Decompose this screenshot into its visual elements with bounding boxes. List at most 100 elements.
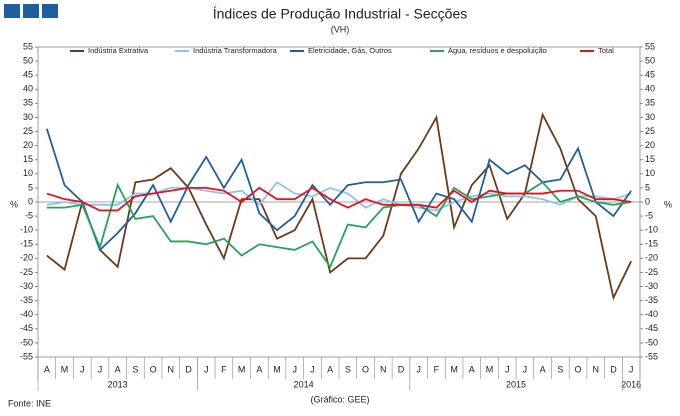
y-tick-label: 10 — [645, 168, 655, 178]
y-tick-label: 5 — [28, 182, 33, 192]
x-tick-label: J — [292, 364, 297, 374]
y-tick-label: 55 — [23, 41, 33, 51]
legend-label: Total — [598, 46, 614, 55]
x-tick-label: S — [132, 364, 138, 374]
y-tick-label: -20 — [20, 253, 33, 263]
y-tick-label: 50 — [645, 55, 655, 65]
y-tick-label: -40 — [20, 309, 33, 319]
x-group-label: 2015 — [506, 379, 526, 389]
y-tick-label: 10 — [23, 168, 33, 178]
series-line — [46, 181, 632, 212]
credit: (Gráfico: GEE) — [310, 394, 369, 404]
x-tick-label: J — [416, 364, 421, 374]
x-tick-label: J — [523, 364, 528, 374]
y-tick-label: 15 — [645, 154, 655, 164]
y-tick-label: -15 — [20, 239, 33, 249]
logo-block — [23, 4, 39, 18]
y-tick-label: -20 — [645, 253, 658, 263]
y-tick-label: 55 — [645, 41, 655, 51]
y-tick-label: 25 — [23, 126, 33, 136]
series-line — [46, 181, 632, 269]
y-tick-label: -55 — [645, 351, 658, 361]
y-tick-label: 25 — [645, 126, 655, 136]
y-axis-label: % — [664, 199, 672, 209]
y-tick-label: -30 — [645, 281, 658, 291]
y-tick-label: -45 — [20, 323, 33, 333]
legend-label: Indústria Transformadora — [193, 46, 278, 55]
x-tick-label: A — [256, 364, 262, 374]
y-tick-label: -35 — [645, 295, 658, 305]
y-tick-label: -55 — [20, 351, 33, 361]
x-tick-label: D — [185, 364, 192, 374]
source: Fonte: INE — [8, 398, 51, 408]
series-line — [45, 128, 632, 252]
x-tick-label: J — [629, 364, 634, 374]
x-tick-label: D — [610, 364, 617, 374]
y-tick-label: -15 — [645, 239, 658, 249]
x-tick-label: A — [115, 364, 121, 374]
x-tick-label: J — [505, 364, 510, 374]
x-tick-label: J — [310, 364, 315, 374]
x-tick-label: A — [540, 364, 546, 374]
x-tick-label: O — [362, 364, 369, 374]
logo-block — [4, 4, 20, 18]
y-tick-label: 40 — [23, 84, 33, 94]
y-tick-label: -5 — [645, 210, 653, 220]
y-tick-label: -45 — [645, 323, 658, 333]
x-tick-label: A — [44, 364, 50, 374]
y-tick-label: 30 — [23, 112, 33, 122]
legend-label: Indústria Extrativa — [88, 46, 149, 55]
legend-label: Água, resíduos e despoluição — [448, 46, 547, 55]
x-tick-label: O — [150, 364, 157, 374]
x-tick-label: O — [575, 364, 582, 374]
y-tick-label: 50 — [23, 55, 33, 65]
x-tick-label: D — [398, 364, 405, 374]
x-tick-label: J — [80, 364, 85, 374]
x-tick-label: F — [221, 364, 227, 374]
x-tick-label: N — [380, 364, 387, 374]
y-tick-label: -35 — [20, 295, 33, 305]
x-group-label: 2016 — [621, 379, 641, 389]
y-tick-label: 35 — [23, 98, 33, 108]
y-tick-label: -5 — [25, 210, 33, 220]
x-tick-label: N — [592, 364, 599, 374]
y-tick-label: -40 — [645, 309, 658, 319]
y-tick-label: 45 — [645, 70, 655, 80]
y-tick-label: -25 — [20, 267, 33, 277]
y-tick-label: -25 — [645, 267, 658, 277]
series-line — [46, 112, 632, 301]
y-tick-label: 5 — [645, 182, 650, 192]
chart-subtitle: (VH) — [331, 24, 350, 34]
x-tick-label: M — [450, 364, 458, 374]
x-tick-label: F — [434, 364, 440, 374]
y-tick-label: -10 — [20, 225, 33, 235]
x-tick-label: M — [273, 364, 281, 374]
x-tick-label: J — [98, 364, 103, 374]
y-tick-label: 20 — [23, 140, 33, 150]
x-tick-label: M — [238, 364, 246, 374]
legend-label: Eletricidade, Gás, Outros — [308, 46, 392, 55]
x-tick-label: M — [486, 364, 494, 374]
y-axis-label: % — [10, 199, 18, 209]
y-tick-label: -10 — [645, 225, 658, 235]
x-tick-label: M — [61, 364, 69, 374]
y-tick-label: -50 — [645, 337, 658, 347]
x-group-label: 2013 — [108, 379, 128, 389]
y-tick-label: 0 — [28, 196, 33, 206]
x-tick-label: N — [168, 364, 175, 374]
logo-block — [42, 4, 58, 18]
x-tick-label: S — [345, 364, 351, 374]
y-tick-label: 40 — [645, 84, 655, 94]
series-line — [46, 186, 632, 212]
x-tick-label: A — [327, 364, 333, 374]
y-tick-label: 30 — [645, 112, 655, 122]
y-tick-label: 15 — [23, 154, 33, 164]
y-tick-label: -30 — [20, 281, 33, 291]
x-tick-label: J — [204, 364, 209, 374]
y-tick-label: 0 — [645, 196, 650, 206]
y-tick-label: 35 — [645, 98, 655, 108]
y-tick-label: 45 — [23, 70, 33, 80]
y-tick-label: 20 — [645, 140, 655, 150]
chart-title: Índices de Produção Industrial - Secções — [213, 6, 467, 22]
